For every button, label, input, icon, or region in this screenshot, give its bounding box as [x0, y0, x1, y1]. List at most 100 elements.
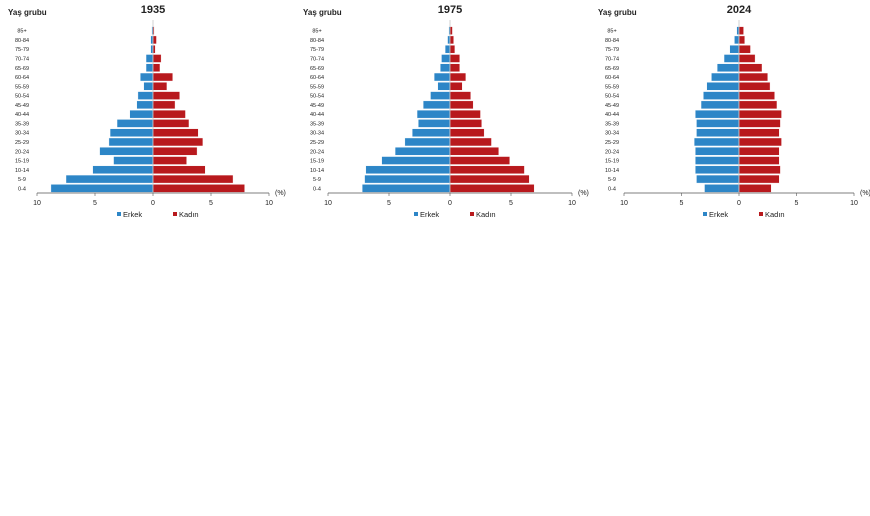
- bar-erkek-60-64: [433, 72, 451, 82]
- bar-kadin-50-54: [738, 91, 775, 100]
- age-label: 70-74: [15, 56, 29, 62]
- bar-erkek-55-59: [706, 82, 740, 91]
- bar-kadin-70-74: [449, 54, 460, 63]
- bar-kadin-80-84: [152, 35, 157, 45]
- age-label: 10-14: [605, 168, 619, 174]
- bar-kadin-50-54: [449, 91, 471, 100]
- age-label: 40-44: [605, 112, 619, 118]
- bar-kadin-35-39: [449, 119, 482, 128]
- bar-kadin-45-49: [152, 100, 176, 110]
- bar-erkek-60-64: [140, 72, 154, 82]
- x-tick-label: 5: [209, 200, 213, 207]
- legend-label-erkek: Erkek: [709, 210, 728, 219]
- bar-erkek-25-29: [693, 137, 740, 147]
- pyramid-chart-2024: 2024 Yaş grubu 0-4 5-9 10-14 15-19 20-24 25-29 3…: [598, 4, 870, 219]
- age-label: 25-29: [605, 140, 619, 146]
- bar-erkek-80-84: [734, 35, 740, 45]
- bar-erkek-25-29: [108, 137, 154, 147]
- chart-title: 1975: [438, 4, 462, 16]
- bar-kadin-75-79: [738, 45, 751, 54]
- x-tick-label: 10: [620, 200, 628, 207]
- bar-kadin-80-84: [738, 35, 745, 45]
- x-tick-label: 10: [324, 200, 332, 207]
- age-label: 55-59: [605, 84, 619, 90]
- bar-kadin-5-9: [152, 174, 234, 184]
- age-label: 30-34: [15, 131, 29, 137]
- x-tick-label: 10: [33, 200, 41, 207]
- bar-erkek-15-19: [695, 156, 740, 165]
- bar-kadin-65-69: [449, 63, 460, 72]
- bar-erkek-25-29: [404, 137, 451, 147]
- age-label: 0-4: [18, 186, 26, 192]
- bar-erkek-65-69: [145, 63, 154, 72]
- chart-title: 2024: [727, 4, 752, 16]
- age-label: 80-84: [15, 38, 29, 44]
- bar-kadin-20-24: [449, 147, 499, 156]
- age-label: 80-84: [605, 38, 619, 44]
- bar-erkek-30-34: [109, 128, 154, 137]
- age-label: 25-29: [15, 140, 29, 146]
- age-label: 75-79: [15, 47, 29, 53]
- age-label: 20-24: [605, 149, 619, 155]
- bar-kadin-30-34: [738, 128, 780, 137]
- age-label: 10-14: [310, 168, 324, 174]
- age-label: 15-19: [605, 159, 619, 165]
- age-label: 45-49: [310, 103, 324, 109]
- age-label: 55-59: [15, 84, 29, 90]
- bar-erkek-45-49: [422, 100, 451, 110]
- age-label: 50-54: [310, 94, 324, 100]
- unit-label: (%): [578, 190, 589, 197]
- bar-kadin-80-84: [449, 35, 454, 45]
- bar-erkek-45-49: [136, 100, 154, 110]
- age-label: 35-39: [15, 121, 29, 127]
- age-label: 60-64: [605, 75, 619, 81]
- age-label: 55-59: [310, 84, 324, 90]
- age-label: 45-49: [605, 103, 619, 109]
- bar-erkek-5-9: [696, 174, 740, 184]
- bar-kadin-0-4: [738, 184, 772, 193]
- legend-label-erkek: Erkek: [123, 210, 142, 219]
- bar-kadin-70-74: [738, 54, 756, 63]
- age-label: 65-69: [605, 66, 619, 72]
- bar-kadin-60-64: [449, 72, 467, 82]
- bar-erkek-70-74: [723, 54, 740, 63]
- bar-erkek-20-24: [394, 147, 451, 156]
- bar-erkek-50-54: [430, 91, 451, 100]
- bar-erkek-40-44: [416, 109, 451, 119]
- bar-kadin-15-19: [449, 156, 510, 165]
- x-tick-label: 10: [265, 200, 273, 207]
- bar-erkek-35-39: [418, 119, 451, 128]
- age-label: 50-54: [15, 94, 29, 100]
- bar-kadin-35-39: [738, 119, 781, 128]
- age-label: 40-44: [15, 112, 29, 118]
- bar-erkek-30-34: [411, 128, 451, 137]
- bar-kadin-60-64: [152, 72, 173, 82]
- bar-erkek-70-74: [145, 54, 154, 63]
- y-axis-label: Yaş grubu: [8, 8, 47, 17]
- population-pyramids: 1935 Yaş grubu 0-4 5-9 10-14 15-19 20-24 25-29 3…: [0, 0, 870, 240]
- bar-kadin-85+: [738, 26, 744, 35]
- age-label: 60-64: [310, 75, 324, 81]
- pyramid-chart-1975: 1975 Yaş grubu 0-4 5-9 10-14 15-19 20-24 25-29 3…: [303, 4, 589, 219]
- bar-erkek-45-49: [700, 100, 740, 110]
- age-label: 80-84: [310, 38, 324, 44]
- bar-erkek-40-44: [695, 109, 740, 119]
- bar-erkek-30-34: [696, 128, 740, 137]
- bar-kadin-55-59: [152, 82, 168, 91]
- bar-kadin-55-59: [738, 82, 771, 91]
- age-label: 85+: [607, 29, 616, 35]
- bar-kadin-20-24: [738, 147, 780, 156]
- age-label: 45-49: [15, 103, 29, 109]
- bar-erkek-0-4: [704, 184, 740, 193]
- bar-kadin-10-14: [738, 165, 781, 174]
- bar-erkek-0-4: [50, 184, 154, 193]
- age-label: 70-74: [605, 56, 619, 62]
- bar-kadin-30-34: [449, 128, 485, 137]
- bar-erkek-10-14: [695, 165, 740, 174]
- age-label: 65-69: [310, 66, 324, 72]
- bar-erkek-60-64: [711, 72, 740, 82]
- bar-erkek-55-59: [143, 82, 154, 91]
- bar-erkek-75-79: [444, 45, 451, 54]
- bar-erkek-5-9: [364, 174, 451, 184]
- bar-kadin-50-54: [152, 91, 180, 100]
